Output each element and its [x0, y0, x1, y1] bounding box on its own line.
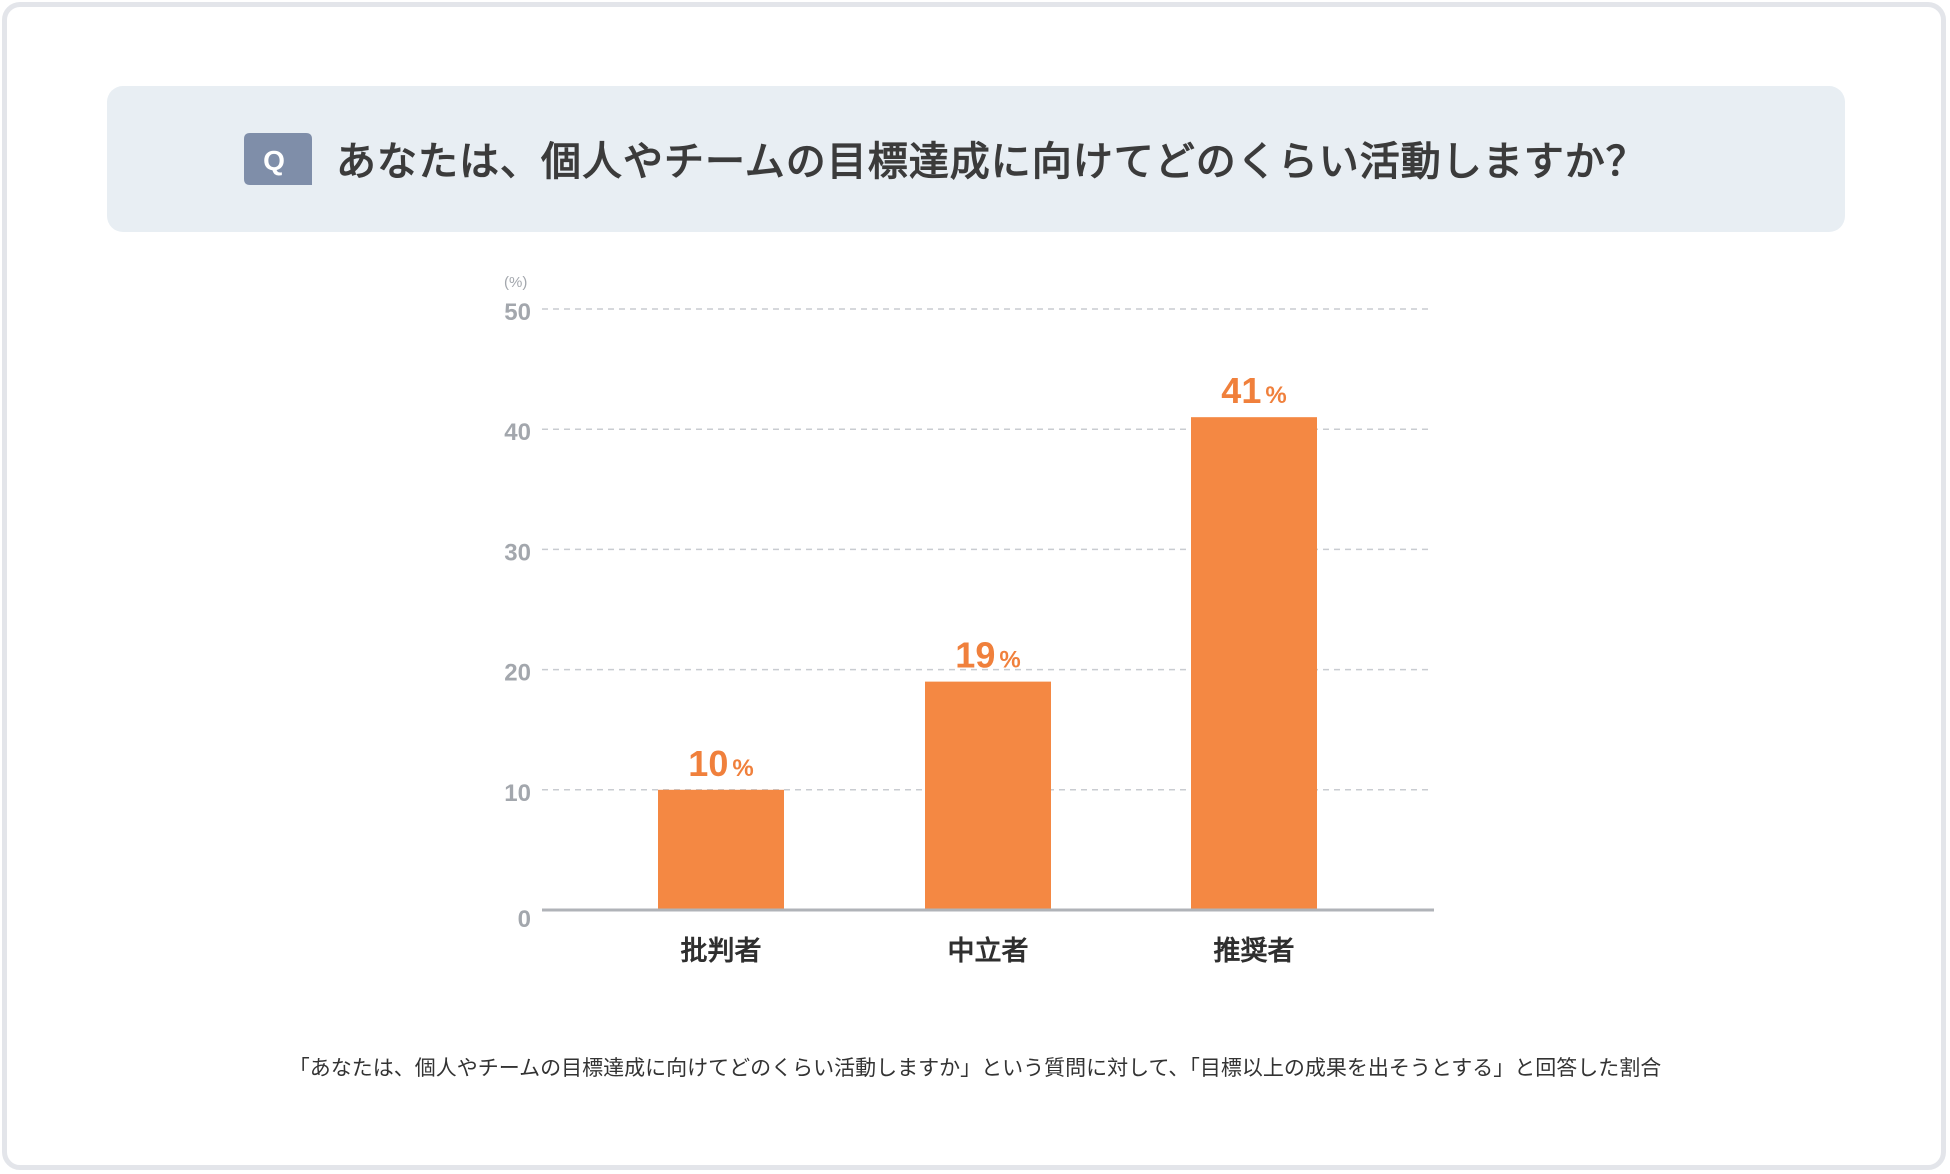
- x-category-label: 推奨者: [1214, 936, 1295, 967]
- y-tick-label: 40: [504, 419, 531, 446]
- question-badge: Q: [244, 133, 312, 185]
- bar: [925, 681, 1051, 910]
- y-tick-label: 50: [504, 299, 531, 326]
- question-badge-label: Q: [263, 145, 285, 176]
- question-text: あなたは、個人やチームの目標達成に向けてどのくらい活動しますか？: [336, 139, 1647, 185]
- bar-chart: 0 10 20 30 40 50 10 % 批判者 19 % 中立者 41 % 推奨者 (%): [504, 274, 1434, 967]
- chart-caption: 「あなたは、個人やチームの目標達成に向けてどのくらい活動しますか」という質問に対…: [288, 1056, 1662, 1080]
- bar-value-label: 19%: [955, 635, 1020, 676]
- speech-bubble-icon: [244, 133, 312, 185]
- bar: [658, 789, 784, 910]
- bar-value-label: 41%: [1221, 370, 1286, 411]
- y-tick-label: 0: [518, 906, 531, 933]
- y-tick-label: 20: [504, 660, 531, 687]
- y-tick-label: 30: [504, 539, 531, 566]
- bar: [1191, 417, 1317, 910]
- label-layer: 0 10 20 30 40 50 10 % 批判者 19 % 中立者 41 % 推奨者: [504, 299, 1294, 967]
- question-banner: [107, 86, 1845, 232]
- bar-value-label: 10%: [688, 743, 753, 784]
- y-tick-label: 10: [504, 780, 531, 807]
- bar-layer: [658, 417, 1317, 910]
- y-axis-unit-label: (%): [504, 274, 527, 291]
- x-category-label: 中立者: [948, 935, 1029, 967]
- x-category-label: 批判者: [681, 936, 762, 967]
